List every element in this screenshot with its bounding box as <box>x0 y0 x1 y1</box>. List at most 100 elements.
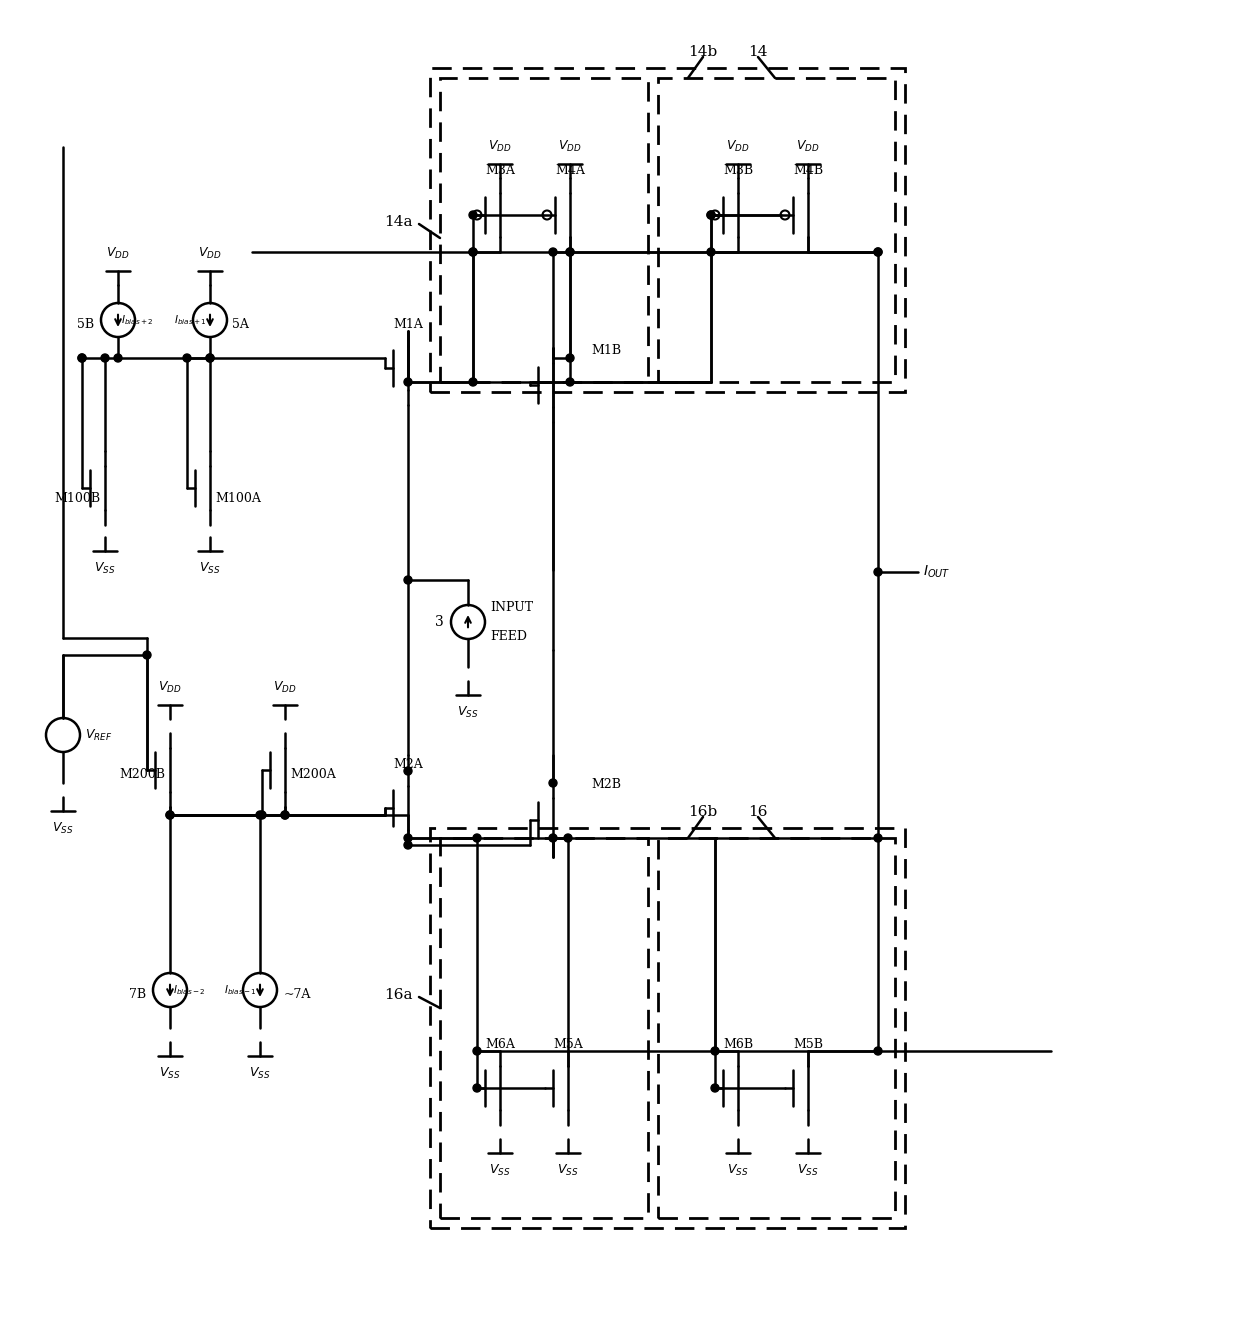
Text: M1A: M1A <box>393 318 423 331</box>
Text: M100B: M100B <box>53 492 100 505</box>
Text: M2A: M2A <box>393 758 423 771</box>
Text: $I_{OUT}$: $I_{OUT}$ <box>923 563 950 581</box>
Text: M3B: M3B <box>723 165 753 178</box>
Circle shape <box>404 377 412 385</box>
Circle shape <box>549 249 557 256</box>
Text: $V_{SS}$: $V_{SS}$ <box>557 1163 579 1177</box>
Text: $V_{DD}$: $V_{DD}$ <box>159 680 182 695</box>
Text: $V_{DD}$: $V_{DD}$ <box>107 246 130 260</box>
Text: $V_{SS}$: $V_{SS}$ <box>490 1163 511 1177</box>
Text: 16a: 16a <box>383 987 412 1002</box>
Circle shape <box>404 841 412 849</box>
Text: M1B: M1B <box>591 343 621 356</box>
Circle shape <box>78 354 86 361</box>
Circle shape <box>166 811 174 819</box>
Text: 5A: 5A <box>232 318 249 331</box>
Text: $V_{SS}$: $V_{SS}$ <box>200 561 221 575</box>
Circle shape <box>281 811 289 819</box>
Text: $V_{SS}$: $V_{SS}$ <box>249 1066 270 1080</box>
Text: M4B: M4B <box>792 165 823 178</box>
Text: $V_{DD}$: $V_{DD}$ <box>727 140 750 154</box>
Bar <box>440 78 649 381</box>
Text: 16b: 16b <box>688 805 718 819</box>
Text: $V_{DD}$: $V_{DD}$ <box>273 680 296 695</box>
Circle shape <box>469 377 477 385</box>
Text: $V_{SS}$: $V_{SS}$ <box>728 1163 749 1177</box>
Text: M6B: M6B <box>723 1038 753 1050</box>
Text: $V_{SS}$: $V_{SS}$ <box>458 704 479 720</box>
Bar <box>658 78 895 381</box>
Bar <box>658 839 895 1217</box>
Circle shape <box>281 811 289 819</box>
Circle shape <box>565 377 574 385</box>
Text: M200B: M200B <box>119 768 165 781</box>
Circle shape <box>874 249 882 256</box>
Circle shape <box>258 811 267 819</box>
Text: 3: 3 <box>435 615 444 629</box>
Circle shape <box>255 811 264 819</box>
Text: $I_{bias+2}$: $I_{bias+2}$ <box>122 314 154 327</box>
Circle shape <box>114 354 122 361</box>
Circle shape <box>711 1084 719 1092</box>
Text: $I_{bias-2}$: $I_{bias-2}$ <box>174 983 206 997</box>
Text: $V_{DD}$: $V_{DD}$ <box>489 140 512 154</box>
Circle shape <box>549 835 557 843</box>
Circle shape <box>707 211 715 219</box>
Text: $V_{DD}$: $V_{DD}$ <box>558 140 582 154</box>
Text: $V_{REF}$: $V_{REF}$ <box>86 727 113 743</box>
Text: $V_{DD}$: $V_{DD}$ <box>796 140 820 154</box>
Circle shape <box>404 575 412 583</box>
Text: FEED: FEED <box>490 630 527 643</box>
Circle shape <box>874 567 882 575</box>
Text: 14a: 14a <box>383 215 412 229</box>
Circle shape <box>404 835 412 843</box>
Text: M6A: M6A <box>485 1038 515 1050</box>
Circle shape <box>143 651 151 659</box>
Circle shape <box>100 354 109 361</box>
Circle shape <box>184 354 191 361</box>
Circle shape <box>564 835 572 843</box>
Text: 7B: 7B <box>129 987 146 1001</box>
Circle shape <box>206 354 215 361</box>
Text: 16: 16 <box>748 805 768 819</box>
Circle shape <box>472 1084 481 1092</box>
Circle shape <box>874 249 882 256</box>
Circle shape <box>469 249 477 256</box>
Text: $V_{SS}$: $V_{SS}$ <box>159 1066 181 1080</box>
Circle shape <box>565 249 574 256</box>
Circle shape <box>565 354 574 361</box>
Text: M4A: M4A <box>556 165 585 178</box>
Circle shape <box>549 779 557 787</box>
Circle shape <box>707 249 715 256</box>
Text: M200A: M200A <box>290 768 336 781</box>
Circle shape <box>469 211 477 219</box>
Circle shape <box>707 211 715 219</box>
Bar <box>440 839 649 1217</box>
Bar <box>430 828 905 1228</box>
Circle shape <box>874 835 882 843</box>
Text: $V_{DD}$: $V_{DD}$ <box>198 246 222 260</box>
Text: M100A: M100A <box>215 492 260 505</box>
Text: $I_{bias-1}$: $I_{bias-1}$ <box>224 983 257 997</box>
Text: $V_{SS}$: $V_{SS}$ <box>797 1163 818 1177</box>
Text: M2B: M2B <box>591 779 621 792</box>
Circle shape <box>469 249 477 256</box>
Circle shape <box>78 354 86 361</box>
Text: $V_{SS}$: $V_{SS}$ <box>52 821 73 836</box>
Text: ~7A: ~7A <box>284 987 311 1001</box>
Text: M3A: M3A <box>485 165 515 178</box>
Circle shape <box>874 1047 882 1055</box>
Circle shape <box>404 767 412 775</box>
Circle shape <box>206 354 215 361</box>
Circle shape <box>711 1047 719 1055</box>
Text: 14: 14 <box>748 45 768 58</box>
Text: M5B: M5B <box>794 1038 823 1050</box>
Circle shape <box>472 835 481 843</box>
Text: INPUT: INPUT <box>490 601 533 614</box>
Text: M5A: M5A <box>553 1038 583 1050</box>
Circle shape <box>472 1047 481 1055</box>
Bar <box>430 68 905 392</box>
Circle shape <box>166 811 174 819</box>
Text: 5B: 5B <box>77 318 94 331</box>
Text: $V_{SS}$: $V_{SS}$ <box>94 561 115 575</box>
